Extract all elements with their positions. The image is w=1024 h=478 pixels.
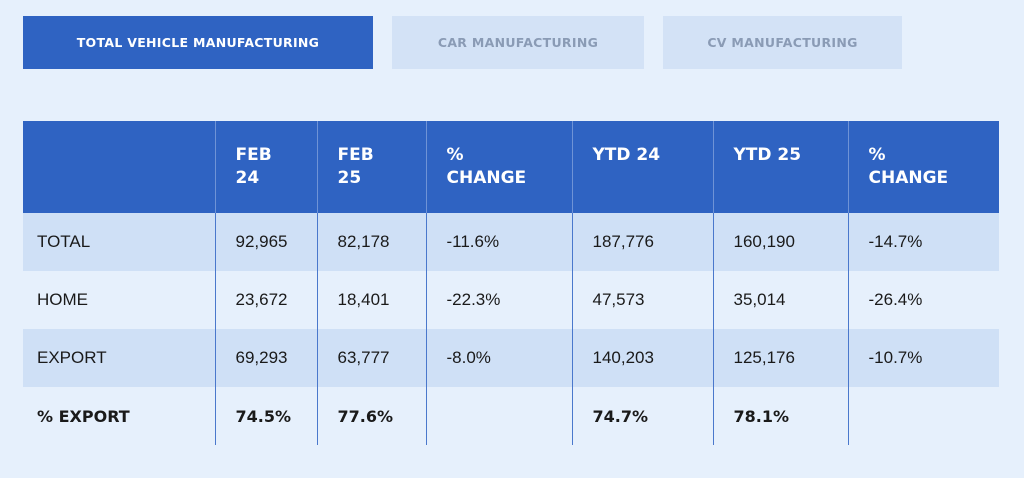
- header-line: YTD 24: [592, 145, 661, 165]
- table-cell: -26.4%: [847, 271, 999, 329]
- table-cell: 35,014: [712, 271, 848, 329]
- header-cell-pct-change-ytd: % CHANGE: [847, 121, 999, 213]
- header-cell-ytd-25: YTD 25: [712, 121, 848, 213]
- row-label: TOTAL: [23, 213, 215, 271]
- table-header-row: FEB 24 FEB 25 % CHANGE YTD 24 YTD 25 % C…: [23, 121, 999, 213]
- header-line: CHANGE: [446, 168, 527, 188]
- header-cell-feb-24: FEB 24: [214, 121, 317, 213]
- header-cell-pct-change-month: % CHANGE: [425, 121, 572, 213]
- header-cell-ytd-24: YTD 24: [571, 121, 713, 213]
- table-row-home: HOME 23,672 18,401 -22.3% 47,573 35,014 …: [23, 271, 999, 329]
- table-cell: 74.7%: [571, 387, 713, 445]
- tab-car-manufacturing[interactable]: CAR MANUFACTURING: [392, 16, 644, 69]
- header-line: CHANGE: [868, 168, 949, 188]
- header-line: FEB: [235, 145, 272, 165]
- header-line: YTD 25: [733, 145, 802, 165]
- header-line: %: [868, 145, 886, 165]
- table-cell: 92,965: [214, 213, 317, 271]
- row-label: % EXPORT: [23, 387, 215, 445]
- table-cell: [847, 387, 999, 445]
- header-line: 25: [337, 168, 362, 188]
- row-label: EXPORT: [23, 329, 215, 387]
- table-cell: 47,573: [571, 271, 713, 329]
- table-row-export: EXPORT 69,293 63,777 -8.0% 140,203 125,1…: [23, 329, 999, 387]
- table-cell: 160,190: [712, 213, 848, 271]
- table-cell: 18,401: [316, 271, 426, 329]
- table-cell: 78.1%: [712, 387, 848, 445]
- row-label: HOME: [23, 271, 215, 329]
- table-cell: -14.7%: [847, 213, 999, 271]
- table-cell: 140,203: [571, 329, 713, 387]
- table-cell: 187,776: [571, 213, 713, 271]
- header-cell-feb-25: FEB 25: [316, 121, 426, 213]
- table-cell: 69,293: [214, 329, 317, 387]
- table-cell: 23,672: [214, 271, 317, 329]
- table-cell: [425, 387, 572, 445]
- table-row-pct-export: % EXPORT 74.5% 77.6% 74.7% 78.1%: [23, 387, 999, 445]
- table-cell: -10.7%: [847, 329, 999, 387]
- table-cell: -22.3%: [425, 271, 572, 329]
- manufacturing-table: FEB 24 FEB 25 % CHANGE YTD 24 YTD 25 % C…: [23, 121, 999, 445]
- table-cell: 77.6%: [316, 387, 426, 445]
- table-cell: -8.0%: [425, 329, 572, 387]
- header-cell-empty: [23, 121, 215, 213]
- header-line: %: [446, 145, 464, 165]
- tab-cv-manufacturing[interactable]: CV MANUFACTURING: [663, 16, 902, 69]
- table-cell: 125,176: [712, 329, 848, 387]
- header-line: FEB: [337, 145, 374, 165]
- header-line: 24: [235, 168, 260, 188]
- tab-total-vehicle-manufacturing[interactable]: TOTAL VEHICLE MANUFACTURING: [23, 16, 373, 69]
- table-cell: 63,777: [316, 329, 426, 387]
- table-cell: -11.6%: [425, 213, 572, 271]
- table-cell: 82,178: [316, 213, 426, 271]
- table-row-total: TOTAL 92,965 82,178 -11.6% 187,776 160,1…: [23, 213, 999, 271]
- table-cell: 74.5%: [214, 387, 317, 445]
